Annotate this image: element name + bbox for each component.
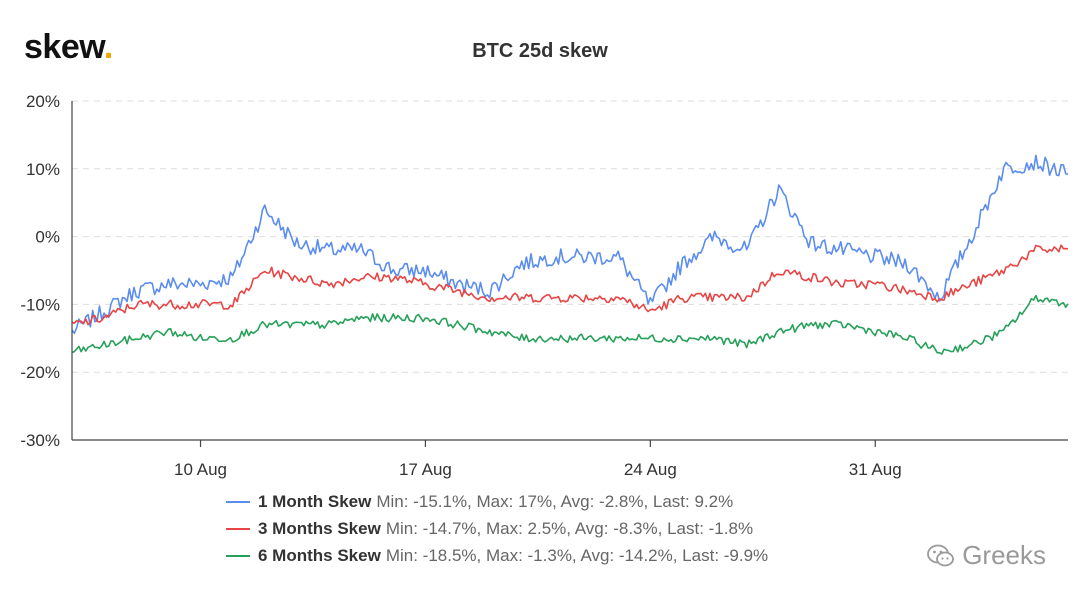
watermark-text: Greeks bbox=[962, 540, 1046, 570]
watermark: Greeks bbox=[926, 540, 1046, 571]
x-tick-label: 31 Aug bbox=[849, 460, 902, 479]
legend-name-6m: 6 Months Skew bbox=[258, 545, 381, 565]
series-line-6m bbox=[71, 294, 1069, 355]
chart-title: BTC 25d skew bbox=[472, 40, 608, 62]
y-tick-label: 10% bbox=[26, 160, 60, 179]
series-line-1m bbox=[71, 154, 1069, 335]
y-tick-label: 0% bbox=[35, 228, 60, 247]
legend: 1 Month Skew Min: -15.1%, Max: 17%, Avg:… bbox=[226, 488, 768, 569]
legend-item-1m[interactable]: 1 Month Skew Min: -15.1%, Max: 17%, Avg:… bbox=[226, 488, 768, 515]
legend-swatch-1m bbox=[226, 500, 250, 503]
x-tick-label: 24 Aug bbox=[624, 460, 677, 479]
grid-lines bbox=[72, 100, 1068, 373]
tick-labels: 20% 10% 0% -10% -20% -30% 10 Aug 17 Aug 24 Aug 31… bbox=[20, 92, 901, 479]
logo-text: skew bbox=[24, 28, 104, 66]
legend-name-3m: 3 Months Skew bbox=[258, 518, 381, 538]
legend-item-6m[interactable]: 6 Months Skew Min: -18.5%, Max: -1.3%, A… bbox=[226, 542, 768, 569]
series-lines bbox=[71, 154, 1069, 355]
y-tick-label: -10% bbox=[20, 295, 60, 314]
legend-swatch-6m bbox=[226, 554, 250, 557]
y-tick-label: -20% bbox=[20, 363, 60, 382]
x-tick-label: 10 Aug bbox=[174, 460, 227, 479]
y-tick-label: 20% bbox=[26, 92, 60, 111]
axes bbox=[71, 101, 1068, 447]
skew-logo: skew. bbox=[24, 28, 113, 67]
x-tick-label: 17 Aug bbox=[399, 460, 452, 479]
legend-name-1m: 1 Month Skew bbox=[258, 491, 372, 511]
legend-item-3m[interactable]: 3 Months Skew Min: -14.7%, Max: 2.5%, Av… bbox=[226, 515, 768, 542]
wechat-icon bbox=[927, 544, 955, 566]
legend-summary-1m: Min: -15.1%, Max: 17%, Avg: -2.8%, Last:… bbox=[376, 491, 734, 511]
series-line-3m bbox=[71, 244, 1069, 326]
legend-swatch-3m bbox=[226, 527, 250, 530]
logo-dot: . bbox=[103, 28, 113, 66]
legend-summary-6m: Min: -18.5%, Max: -1.3%, Avg: -14.2%, La… bbox=[385, 545, 769, 565]
y-tick-label: -30% bbox=[20, 431, 60, 450]
legend-summary-3m: Min: -14.7%, Max: 2.5%, Avg: -8.3%, Last… bbox=[385, 518, 754, 538]
